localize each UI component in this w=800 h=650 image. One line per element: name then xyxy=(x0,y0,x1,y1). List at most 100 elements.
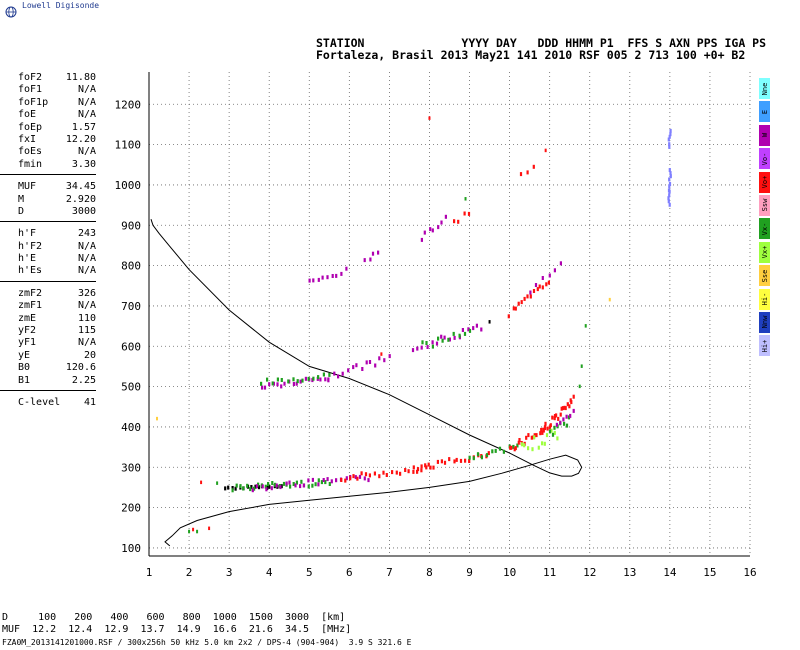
parameter-name: zmF1 xyxy=(18,300,43,312)
parameter-value: 34.45 xyxy=(65,181,96,193)
echo-point xyxy=(216,481,219,485)
echo-point xyxy=(302,483,305,488)
echo-point xyxy=(294,483,297,488)
parameter-row: yE 20 xyxy=(0,350,100,362)
echo-point xyxy=(420,468,423,473)
x-tick-label: 5 xyxy=(306,566,313,579)
echo-point xyxy=(467,211,471,216)
parameter-name: fxI xyxy=(18,133,37,145)
echo-point xyxy=(428,116,431,120)
echo-point xyxy=(668,168,671,172)
echo-point xyxy=(453,335,456,340)
parameter-value: N/A xyxy=(77,265,96,277)
echo-point xyxy=(667,137,670,142)
echo-point xyxy=(529,294,532,299)
echo-point xyxy=(320,480,323,485)
echo-point xyxy=(443,335,446,340)
echo-point xyxy=(543,425,547,430)
echo-point xyxy=(276,377,279,382)
parameter-value: 326 xyxy=(77,287,96,299)
echo-point xyxy=(502,449,505,454)
echo-point xyxy=(251,488,254,493)
echo-point xyxy=(544,421,547,426)
echo-point xyxy=(544,148,547,153)
parameter-value: 110 xyxy=(77,312,96,324)
echo-point xyxy=(246,483,249,488)
echo-point xyxy=(382,470,385,475)
x-tick-label: 6 xyxy=(346,566,353,579)
echo-point xyxy=(519,172,523,177)
parameter-value: N/A xyxy=(77,109,96,121)
parameter-value: 1.57 xyxy=(71,121,96,133)
echo-point xyxy=(365,360,368,365)
echo-point xyxy=(260,381,263,386)
echo-point xyxy=(444,214,447,219)
echo-point xyxy=(480,455,483,460)
echo-point xyxy=(295,480,298,485)
echo-point xyxy=(255,484,258,489)
echo-point xyxy=(407,469,410,474)
echo-point xyxy=(292,377,295,382)
legend-swatch: E xyxy=(759,101,770,123)
echo-point xyxy=(531,447,534,452)
echo-point xyxy=(458,333,461,338)
echo-point xyxy=(553,416,556,421)
echo-point xyxy=(541,430,544,435)
parameter-value: 2.25 xyxy=(71,374,96,386)
echo-point xyxy=(385,473,388,477)
parameter-row: M 2.920 xyxy=(0,194,100,206)
echo-point xyxy=(668,144,671,149)
parameter-row: yF1 N/A xyxy=(0,337,100,349)
x-tick-label: 2 xyxy=(186,566,193,579)
legend-swatch: Vo+ xyxy=(759,171,770,193)
echo-point xyxy=(299,484,302,489)
echo-point xyxy=(452,331,455,336)
echo-point xyxy=(459,458,463,463)
echo-point xyxy=(551,415,554,420)
echo-point xyxy=(426,345,429,349)
echo-point xyxy=(345,266,348,271)
echo-point xyxy=(196,529,199,534)
parameter-row: foEp 1.57 xyxy=(0,122,100,134)
echo-point xyxy=(541,441,544,446)
x-tick-label: 13 xyxy=(623,566,636,579)
echo-point xyxy=(669,128,672,133)
echo-point xyxy=(276,382,279,387)
parameter-row: foE N/A xyxy=(0,109,100,121)
echo-point xyxy=(312,376,315,381)
echo-point xyxy=(355,363,358,368)
echo-point xyxy=(271,381,274,386)
parameter-name: foEp xyxy=(18,121,43,133)
legend-label: E xyxy=(760,109,769,114)
echo-point xyxy=(345,476,348,481)
echo-point xyxy=(335,478,338,483)
legend-label: Sse xyxy=(760,269,769,282)
echo-point xyxy=(253,486,256,491)
echo-point xyxy=(360,471,363,476)
echo-point xyxy=(420,464,423,469)
echo-point xyxy=(668,193,671,198)
legend-swatch: Vo- xyxy=(759,148,770,170)
echo-point xyxy=(308,278,311,283)
echo-point xyxy=(364,472,368,477)
parameter-value: N/A xyxy=(77,240,96,252)
echo-point xyxy=(532,289,536,293)
parameter-value: 12.20 xyxy=(65,133,96,145)
echo-point xyxy=(517,440,520,445)
y-tick-label: 100 xyxy=(121,542,141,555)
parameter-value: 115 xyxy=(77,325,96,337)
echo-point xyxy=(363,476,366,481)
echo-point xyxy=(300,479,303,484)
x-tick-label: 16 xyxy=(743,566,756,579)
y-tick-label: 600 xyxy=(121,340,141,353)
parameter-name: foE xyxy=(18,109,37,121)
echo-point xyxy=(307,484,310,489)
echo-point xyxy=(344,478,347,483)
echo-point xyxy=(283,381,286,386)
echo-point xyxy=(457,219,460,224)
parameter-row: fxI 12.20 xyxy=(0,134,100,146)
echo-point xyxy=(468,455,471,460)
echo-point xyxy=(464,458,467,463)
echo-point xyxy=(235,483,238,488)
legend-label: Ssw xyxy=(760,199,769,212)
